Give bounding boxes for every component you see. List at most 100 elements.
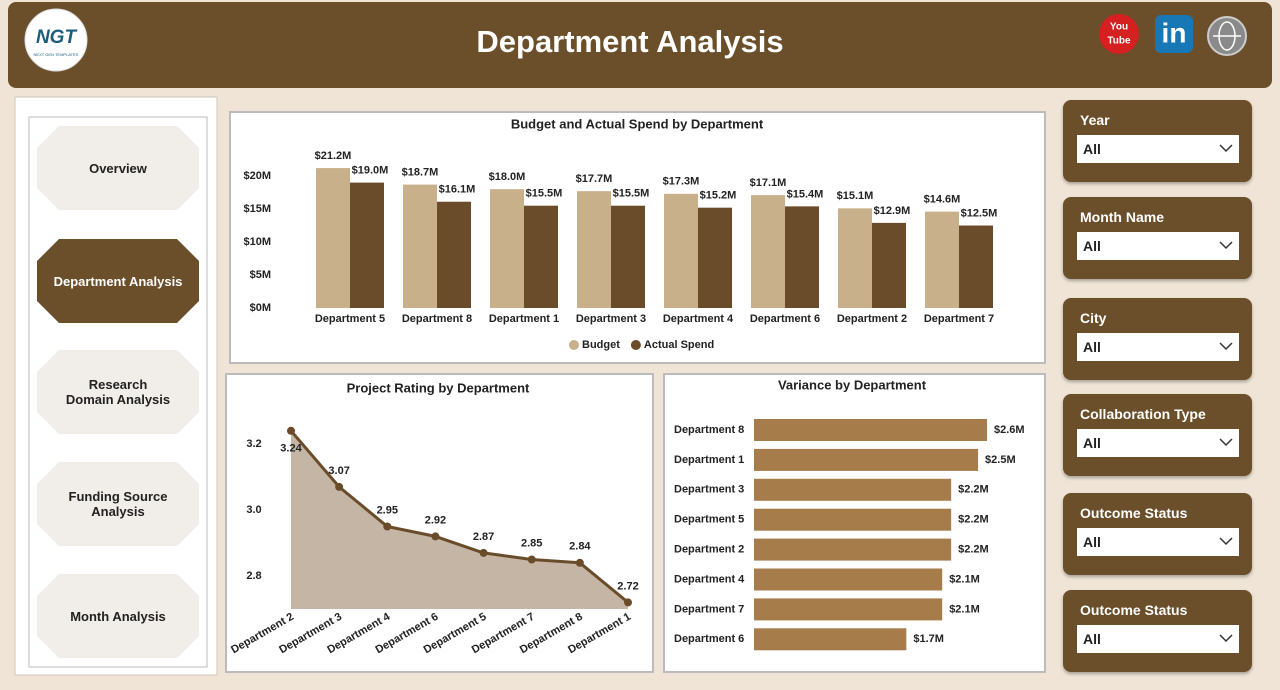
point — [479, 548, 488, 557]
legend-label: Budget — [582, 339, 620, 351]
area — [291, 430, 628, 609]
data-label: $2.2M — [958, 514, 989, 526]
line — [289, 429, 629, 604]
filter-value: All — [1083, 141, 1101, 157]
bar — [316, 168, 350, 308]
data-label: $1.7M — [913, 633, 944, 645]
x-tick-label: Department 4 — [663, 313, 734, 325]
point — [335, 482, 344, 491]
filter-dropdown[interactable]: All — [1077, 135, 1239, 163]
y-tick-label: Department 8 — [674, 424, 744, 436]
bar — [437, 201, 471, 308]
bar — [838, 208, 872, 308]
bar — [577, 191, 611, 308]
x-tick-label: Department 8 — [402, 313, 472, 325]
chevron — [1219, 342, 1233, 351]
filter-dropdown[interactable]: All — [1077, 528, 1239, 556]
point — [383, 522, 392, 531]
y-tick-label: $10M — [243, 236, 271, 248]
filter-value: All — [1083, 435, 1101, 451]
bar — [872, 222, 906, 308]
chevron — [1219, 144, 1233, 153]
data-label: $21.2M — [315, 150, 352, 162]
data-label: $12.5M — [961, 207, 998, 219]
filter-value: All — [1083, 238, 1101, 254]
data-label: 2.95 — [377, 504, 398, 516]
point — [287, 426, 295, 435]
chevron-line — [1219, 342, 1233, 351]
nav-button[interactable]: Department Analysis — [37, 239, 199, 323]
data-label: $15.5M — [526, 188, 563, 200]
filter-dropdown[interactable]: All — [1077, 429, 1239, 457]
filter-card: Year All — [1063, 100, 1252, 182]
y-tick-label: $20M — [243, 170, 271, 182]
filter-dropdown[interactable]: All — [1077, 333, 1239, 361]
data-label: 2.84 — [569, 541, 591, 553]
data-label: $2.1M — [949, 603, 980, 615]
bar — [490, 189, 524, 308]
bar — [754, 448, 979, 471]
point — [431, 532, 440, 541]
point — [624, 598, 632, 607]
filter-dropdown[interactable]: All — [1077, 625, 1239, 653]
data-label: $15.1M — [837, 190, 874, 202]
bar — [403, 184, 437, 308]
bar — [785, 206, 819, 308]
nav-button[interactable]: Month Analysis — [37, 574, 199, 658]
y-tick-label: Department 5 — [674, 514, 744, 526]
filter-label: Month Name — [1080, 209, 1164, 225]
linkedin-text: in — [1162, 17, 1187, 48]
filter-card: Outcome Status All — [1063, 493, 1252, 575]
y-tick-label: Department 2 — [674, 544, 744, 556]
legend-label: Actual Spend — [644, 339, 714, 351]
chevron-line — [1219, 144, 1233, 153]
page-title: Department Analysis — [476, 24, 783, 59]
point — [575, 558, 584, 567]
y-tick-label: $5M — [250, 269, 271, 281]
bar — [754, 598, 943, 621]
y-tick-label: Department 7 — [674, 603, 744, 615]
data-label: $2.2M — [958, 484, 989, 496]
chevron-line — [1219, 438, 1233, 447]
nav-button[interactable]: Funding Source Analysis — [37, 462, 199, 546]
data-label: $2.6M — [994, 424, 1025, 436]
bar — [925, 211, 959, 308]
filter-value: All — [1083, 631, 1101, 647]
filter-card: Month Name All — [1063, 197, 1252, 279]
filter-card: Collaboration Type All — [1063, 394, 1252, 476]
data-label: $2.5M — [985, 454, 1016, 466]
data-label: 2.87 — [473, 531, 494, 543]
nav-button[interactable]: Research Domain Analysis — [37, 350, 199, 434]
y-tick-label: Department 4 — [674, 573, 745, 585]
linkedin-icon[interactable] — [1155, 15, 1193, 53]
logo-badge — [24, 8, 88, 72]
x-tick-label: Department 2 — [837, 313, 907, 325]
filter-dropdown[interactable]: All — [1077, 232, 1239, 260]
data-label: $17.7M — [576, 173, 613, 185]
data-label: 3.07 — [328, 465, 349, 477]
y-tick-label: 2.8 — [246, 570, 261, 582]
data-label: $17.1M — [750, 177, 787, 189]
bar — [754, 538, 952, 561]
data-label: $18.0M — [489, 171, 526, 183]
youtube-text: You — [1110, 22, 1128, 33]
chevron — [1219, 241, 1233, 250]
x-tick-label: Department 5 — [315, 313, 385, 325]
nav-panel-inner — [28, 116, 208, 668]
data-label: $2.2M — [958, 544, 989, 556]
chevron — [1219, 438, 1233, 447]
bar — [754, 419, 987, 441]
data-label: $17.3M — [663, 176, 700, 188]
point — [527, 555, 536, 564]
bar — [754, 628, 907, 651]
nav-button[interactable]: Overview — [37, 126, 199, 210]
chevron-line — [1219, 241, 1233, 250]
y-tick-label: 3.2 — [246, 438, 261, 450]
data-label: $15.5M — [613, 188, 650, 200]
data-label: 2.72 — [617, 580, 638, 592]
y-tick-label: Department 6 — [674, 633, 744, 645]
youtube-icon[interactable] — [1099, 14, 1139, 54]
y-tick-label: $0M — [250, 302, 271, 314]
legend-swatch — [630, 340, 641, 350]
filter-card: Outcome Status All — [1063, 590, 1252, 672]
